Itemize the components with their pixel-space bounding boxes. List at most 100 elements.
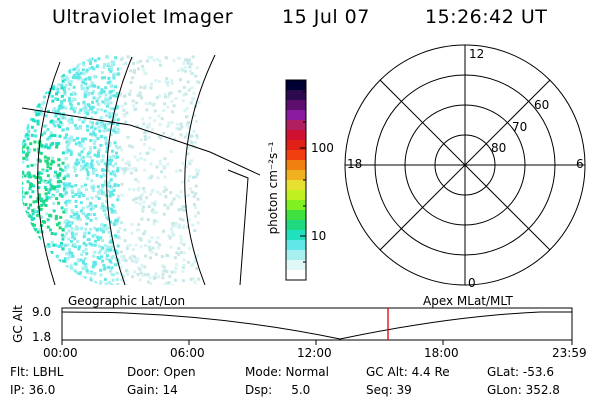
emission-pixel <box>85 162 89 166</box>
emission-pixel <box>81 139 85 143</box>
emission-pixel <box>41 257 45 261</box>
emission-pixel <box>46 146 50 150</box>
emission-pixel <box>96 235 100 239</box>
emission-pixel <box>116 262 120 266</box>
emission-pixel <box>106 165 109 169</box>
emission-pixel <box>101 223 105 227</box>
emission-pixel <box>43 155 47 159</box>
emission-pixel <box>124 120 128 124</box>
emission-pixel <box>32 217 36 221</box>
emission-pixel <box>97 125 101 129</box>
emission-pixel <box>182 264 186 267</box>
emission-pixel <box>107 76 111 80</box>
emission-pixel <box>55 197 59 201</box>
emission-pixel <box>112 129 116 133</box>
emission-pixel <box>181 226 185 230</box>
emission-pixel <box>112 107 116 111</box>
emission-pixel <box>197 80 201 84</box>
emission-pixel <box>40 62 44 66</box>
emission-pixel <box>112 89 116 93</box>
emission-pixel <box>55 92 58 96</box>
emission-pixel <box>39 199 43 203</box>
emission-pixel <box>28 187 32 191</box>
emission-pixel <box>89 218 93 222</box>
emission-pixel <box>75 280 79 284</box>
emission-pixel <box>186 225 190 229</box>
emission-pixel <box>81 212 85 215</box>
emission-pixel <box>66 165 70 169</box>
emission-pixel <box>66 257 70 261</box>
emission-pixel <box>192 175 195 179</box>
emission-pixel <box>37 244 41 248</box>
emission-pixel <box>26 104 30 108</box>
emission-pixel <box>77 72 81 76</box>
emission-pixel <box>161 276 165 280</box>
emission-pixel <box>79 271 83 275</box>
emission-pixel <box>19 106 22 109</box>
emission-pixel <box>63 234 67 238</box>
emission-pixel <box>83 257 87 260</box>
emission-pixel <box>29 195 33 199</box>
emission-pixel <box>62 88 66 92</box>
colorbar-segment <box>286 130 306 141</box>
colorbar-segment <box>286 230 306 241</box>
emission-pixel <box>192 203 196 207</box>
emission-pixel <box>137 223 141 227</box>
emission-pixel <box>64 65 68 69</box>
emission-pixel <box>171 284 175 285</box>
emission-pixel <box>67 148 71 152</box>
emission-pixel <box>111 154 115 158</box>
emission-pixel <box>179 190 183 194</box>
emission-pixel <box>63 92 67 96</box>
emission-pixel <box>123 228 127 232</box>
emission-pixel <box>101 230 105 234</box>
emission-pixel <box>132 198 136 202</box>
emission-pixel <box>180 180 184 184</box>
emission-pixel <box>136 180 140 184</box>
emission-pixel <box>82 63 86 67</box>
emission-pixel <box>122 273 126 277</box>
emission-pixel <box>65 140 69 144</box>
emission-pixel <box>103 251 107 255</box>
emission-pixel <box>173 270 177 274</box>
emission-pixel <box>143 131 147 135</box>
emission-pixel <box>25 114 29 118</box>
emission-pixel <box>77 111 81 115</box>
emission-pixel <box>72 216 76 220</box>
emission-pixel <box>44 181 48 185</box>
emission-pixel <box>68 182 71 186</box>
emission-pixel <box>175 194 179 198</box>
emission-pixel <box>30 125 34 129</box>
emission-pixel <box>104 97 108 101</box>
emission-pixel <box>113 126 117 130</box>
emission-pixel <box>187 260 191 264</box>
emission-pixel <box>169 245 173 249</box>
emission-pixel <box>195 134 199 138</box>
emission-pixel <box>31 209 35 213</box>
emission-pixel <box>26 262 30 265</box>
emission-pixel <box>25 220 29 224</box>
emission-pixel <box>113 263 117 267</box>
emission-pixel <box>53 124 57 128</box>
emission-pixel <box>22 188 23 192</box>
emission-pixel <box>100 159 104 163</box>
emission-pixel <box>109 90 113 93</box>
emission-pixel <box>63 257 67 261</box>
emission-pixel <box>141 117 144 121</box>
emission-pixel <box>143 142 147 146</box>
emission-pixel <box>53 120 57 124</box>
emission-pixel <box>74 76 78 80</box>
emission-pixel <box>22 142 23 145</box>
emission-pixel <box>18 72 21 75</box>
emission-pixel <box>147 176 151 180</box>
emission-pixel <box>37 61 41 65</box>
emission-pixel <box>22 265 25 269</box>
emission-pixel <box>70 99 74 103</box>
emission-pixel <box>32 99 36 103</box>
emission-pixel <box>118 226 122 230</box>
emission-pixel <box>126 135 130 139</box>
emission-pixel <box>128 92 132 96</box>
emission-pixel <box>84 108 88 112</box>
emission-pixel <box>31 259 35 263</box>
emission-pixel <box>189 62 193 66</box>
